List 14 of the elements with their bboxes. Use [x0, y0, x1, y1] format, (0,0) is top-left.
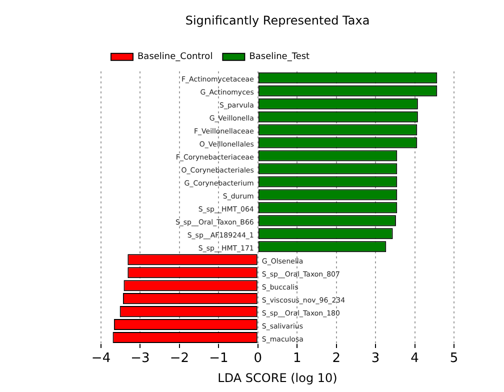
x-tick-label: −1: [209, 351, 228, 366]
legend-label: Baseline_Test: [249, 52, 310, 62]
x-tick-label: 5: [450, 351, 458, 366]
x-axis-title: LDA SCORE (log 10): [218, 370, 338, 385]
x-tick-label: −4: [91, 351, 111, 366]
legend-label: Baseline_Control: [138, 52, 213, 62]
x-tick-label: 0: [254, 351, 262, 366]
chart-title: Significantly Represented Taxa: [185, 13, 370, 28]
x-tick-label: 3: [371, 351, 380, 366]
x-tick-label: 1: [292, 351, 302, 366]
x-tick-label: −3: [130, 351, 150, 366]
x-tick-label: −2: [170, 351, 190, 366]
x-tick-label: 2: [332, 351, 340, 366]
x-tick-label: 4: [410, 351, 419, 366]
